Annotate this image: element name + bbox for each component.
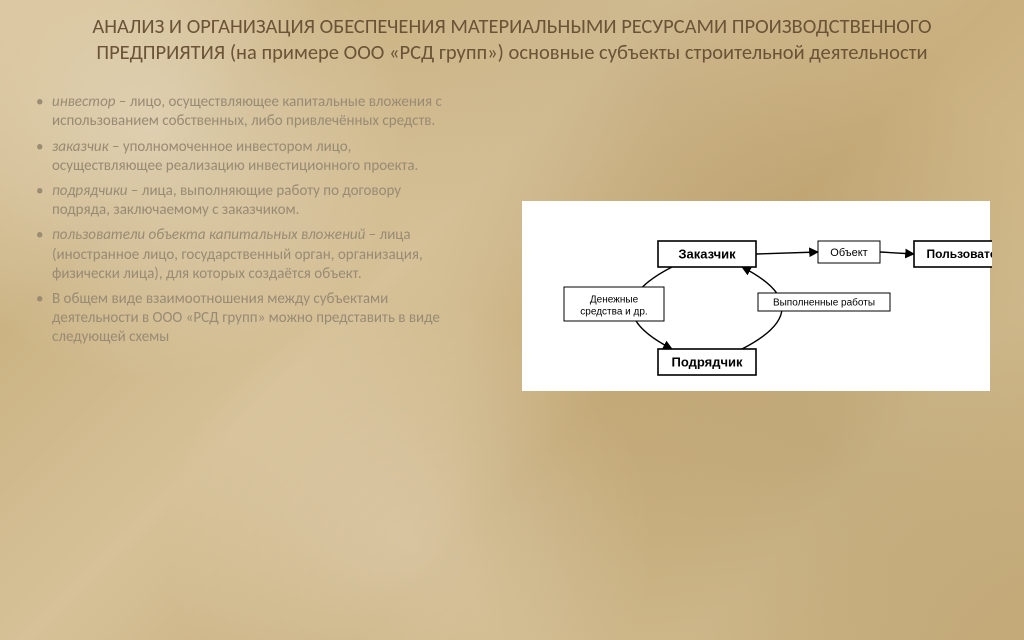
svg-text:средства и др.: средства и др. (580, 307, 647, 318)
node-podryadchik: Подрядчик (658, 349, 756, 375)
slide-title: АНАЛИЗ И ОРГАНИЗАЦИЯ ОБЕСПЕЧЕНИЯ МАТЕРИА… (42, 14, 982, 65)
content-row: инвестор – лицо, осуществляющее капиталь… (34, 93, 990, 391)
term: пользователи объекта капитальных вложени… (52, 226, 365, 244)
node-works: Выполненные работы (758, 293, 890, 311)
svg-text:Объект: Объект (830, 247, 867, 259)
list-item: заказчик – уполномоченное инвестором лиц… (34, 138, 462, 176)
node-object: Объект (818, 241, 880, 263)
list-item: пользователи объекта капитальных вложени… (34, 226, 462, 284)
list-item: инвестор – лицо, осуществляющее капиталь… (34, 93, 462, 131)
edge-zakazchik-object (756, 252, 818, 254)
bullet-list: инвестор – лицо, осуществляющее капиталь… (34, 93, 462, 353)
list-item: подрядчики – лица, выполняющие работу по… (34, 182, 462, 220)
list-item: В общем виде взаимоотношения между субъе… (34, 290, 462, 348)
definition: В общем виде взаимоотношения между субъе… (52, 290, 440, 346)
svg-text:Заказчик: Заказчик (678, 247, 736, 262)
term: инвестор (52, 93, 115, 111)
svg-text:Денежные: Денежные (590, 295, 639, 306)
diagram-svg: Заказчик Объект Пользователь Подрядчик Д… (522, 201, 992, 391)
term: подрядчики (52, 182, 128, 200)
svg-text:Пользователь: Пользователь (927, 247, 993, 261)
node-zakazchik: Заказчик (658, 241, 756, 267)
term: заказчик (52, 138, 109, 156)
node-polzovatel: Пользователь (914, 241, 992, 267)
svg-text:Подрядчик: Подрядчик (672, 355, 744, 370)
edge-object-polzovatel (880, 252, 914, 254)
svg-text:Выполненные работы: Выполненные работы (773, 297, 875, 309)
relations-diagram: Заказчик Объект Пользователь Подрядчик Д… (522, 201, 990, 391)
node-money: Денежные средства и др. (564, 287, 664, 321)
